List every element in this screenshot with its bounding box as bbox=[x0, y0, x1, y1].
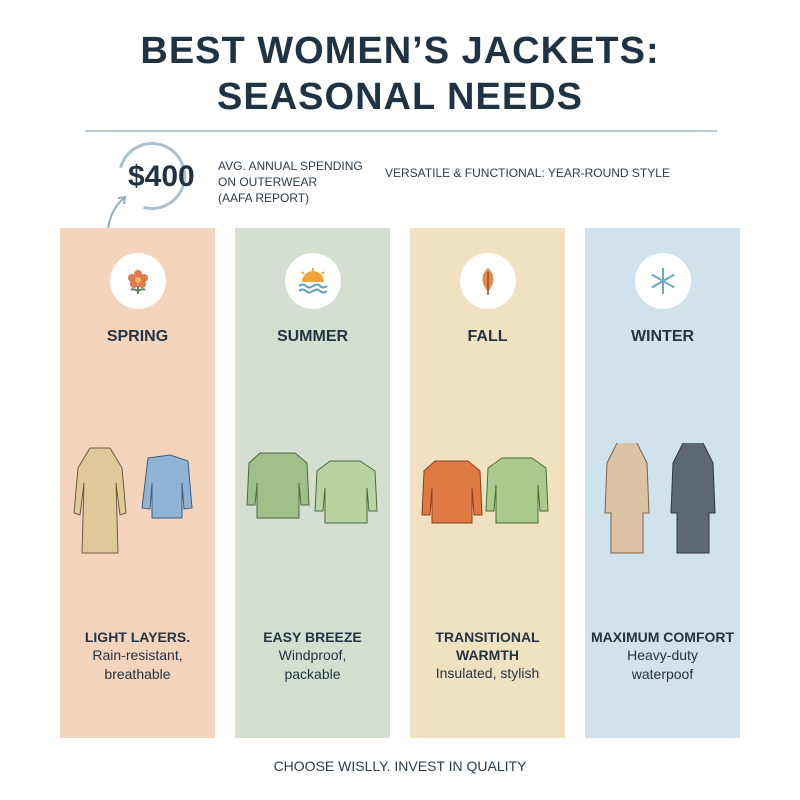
jacket-illustration bbox=[246, 452, 378, 524]
season-card-summer: SUMMER EASY BREEZE Windproof, packable bbox=[235, 228, 390, 738]
flower-icon bbox=[109, 253, 166, 309]
page-title: BEST WOMEN’S JACKETS: SEASONAL NEEDS bbox=[140, 30, 660, 118]
divider bbox=[85, 130, 717, 132]
season-headline: EASY BREEZE Windproof, packable bbox=[263, 629, 362, 682]
footer-slogan: CHOOSE WISLLY. INVEST IN QUALITY bbox=[273, 758, 527, 774]
season-headline: LIGHT LAYERS. Rain-resistant, breathable bbox=[84, 629, 191, 682]
season-card-spring: SPRING LIGHT LAYERS. Rain-resistant, breat… bbox=[60, 228, 215, 738]
season-card-fall: FALL TRANSITIONAL WARMTH Insulated, stylis… bbox=[410, 228, 565, 738]
leaf-icon bbox=[459, 253, 516, 309]
stat-description: AVG. ANNUAL SPENDING ON OUTERWEAR (AAFA RE… bbox=[218, 159, 363, 205]
season-name: SPRING bbox=[106, 328, 169, 345]
jacket-illustration bbox=[604, 443, 716, 554]
season-name: WINTER bbox=[630, 328, 695, 345]
season-headline: TRANSITIONAL WARMTH Insulated, stylish bbox=[435, 629, 540, 681]
season-name: SUMMER bbox=[276, 328, 349, 345]
season-card-winter: WINTER MAXIMUM COMFORT Heavy-duty waterpoo… bbox=[585, 228, 740, 738]
jacket-illustration bbox=[421, 457, 549, 524]
stat-value: $400 bbox=[128, 160, 195, 193]
sun-icon bbox=[284, 253, 341, 309]
season-headline: MAXIMUM COMFORT Heavy-duty waterpoof bbox=[590, 629, 735, 682]
snowflake-icon bbox=[634, 253, 691, 309]
season-name: FALL bbox=[467, 328, 508, 345]
jacket-illustration bbox=[73, 447, 193, 554]
tagline: VERSATILE & FUNCTIONAL: YEAR-ROUND STYLE bbox=[385, 166, 670, 180]
arrow-icon bbox=[107, 195, 127, 231]
